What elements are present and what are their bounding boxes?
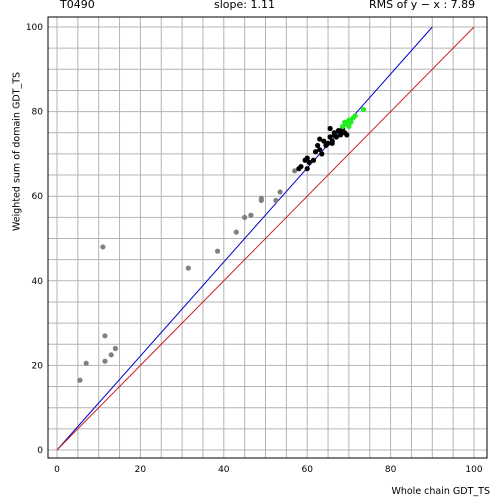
data-point	[329, 140, 335, 146]
x-tick-label: 40	[218, 465, 230, 475]
x-axis-label: Whole chain GDT_TS	[391, 486, 490, 497]
data-point	[83, 360, 89, 366]
data-point	[348, 119, 354, 125]
slope-readout: slope: 1.11	[214, 0, 275, 11]
data-point	[102, 358, 108, 364]
data-point	[340, 123, 346, 130]
x-tick-label: 100	[465, 465, 482, 475]
y-tick-label: 0	[37, 446, 43, 456]
data-point	[185, 265, 191, 271]
data-point	[337, 132, 344, 138]
plot-frame	[47, 16, 488, 459]
identity-line	[56, 26, 475, 451]
data-point	[310, 157, 317, 163]
data-point	[292, 168, 298, 174]
target-id: T0490	[60, 0, 95, 11]
data-point	[108, 352, 114, 358]
data-point	[233, 229, 239, 235]
y-tick-label: 40	[32, 277, 44, 287]
data-point	[304, 166, 310, 172]
data-point	[317, 147, 323, 153]
data-point	[304, 155, 310, 161]
rms-readout: RMS of y − x : 7.89	[369, 0, 476, 11]
data-point	[317, 136, 323, 142]
data-point	[258, 195, 264, 201]
x-tick-label: 20	[135, 465, 147, 475]
grid	[48, 17, 487, 458]
tick-labels: 0 20 40 60 80 100 0 20 40 60 80 100	[26, 23, 483, 475]
fit-line	[56, 26, 433, 451]
x-tick-label: 60	[301, 465, 313, 475]
data-point	[242, 214, 248, 220]
data-point	[273, 197, 279, 204]
reference-lines	[56, 26, 475, 451]
x-tick-label: 80	[385, 465, 397, 475]
data-point	[319, 151, 325, 157]
data-point	[333, 134, 339, 140]
y-tick-label: 60	[32, 192, 44, 202]
y-tick-label: 20	[32, 361, 44, 371]
data-point	[344, 132, 350, 138]
data-point	[306, 159, 312, 165]
x-tick-label: 0	[54, 465, 60, 475]
data-point	[346, 123, 352, 130]
data-point	[331, 130, 337, 136]
data-point	[277, 189, 283, 195]
data-point	[352, 113, 358, 119]
data-point	[248, 212, 254, 218]
data-point	[298, 163, 304, 170]
data-point	[112, 345, 118, 352]
data-point	[325, 140, 331, 146]
data-point	[327, 134, 333, 140]
data-point	[102, 333, 108, 339]
data-point	[327, 125, 333, 132]
data-point	[214, 248, 221, 254]
data-point	[312, 149, 319, 155]
data-point	[321, 138, 327, 144]
data-point	[77, 377, 83, 383]
data-point	[315, 142, 321, 149]
data-points	[77, 106, 367, 383]
data-point	[100, 244, 106, 250]
y-tick-label: 100	[26, 23, 43, 33]
data-point	[360, 106, 367, 113]
y-tick-label: 80	[32, 108, 44, 118]
